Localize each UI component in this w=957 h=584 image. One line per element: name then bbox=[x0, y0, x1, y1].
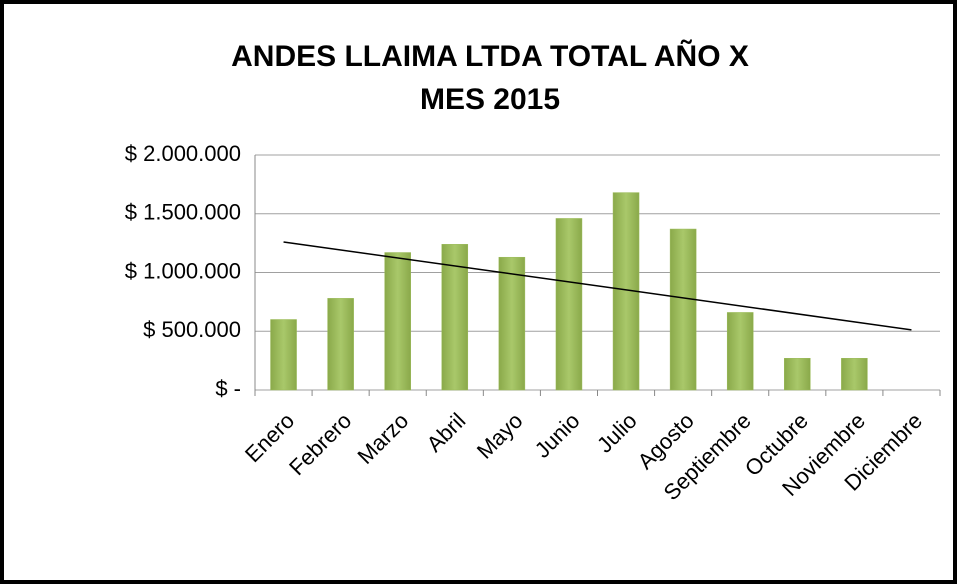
bar bbox=[498, 256, 526, 391]
chart-title: ANDES LLAIMA LTDA TOTAL AÑO X bbox=[231, 39, 749, 73]
bar bbox=[441, 244, 469, 391]
bar bbox=[384, 252, 411, 391]
y-tick-label: $ 1.000.000 bbox=[125, 258, 241, 283]
bar bbox=[327, 298, 354, 391]
y-tick-label: $ 1.500.000 bbox=[125, 200, 241, 225]
y-tick-label: $ 2.000.000 bbox=[125, 141, 241, 166]
chart-title: MES 2015 bbox=[420, 83, 560, 116]
bar bbox=[784, 358, 811, 391]
bar bbox=[726, 312, 754, 391]
trendline bbox=[283, 241, 912, 331]
bar bbox=[669, 228, 697, 391]
bar bbox=[555, 218, 583, 391]
bar bbox=[841, 358, 868, 391]
y-tick-label: $ 500.000 bbox=[143, 317, 241, 342]
bar bbox=[270, 319, 297, 391]
y-tick-label: $ - bbox=[215, 376, 241, 401]
